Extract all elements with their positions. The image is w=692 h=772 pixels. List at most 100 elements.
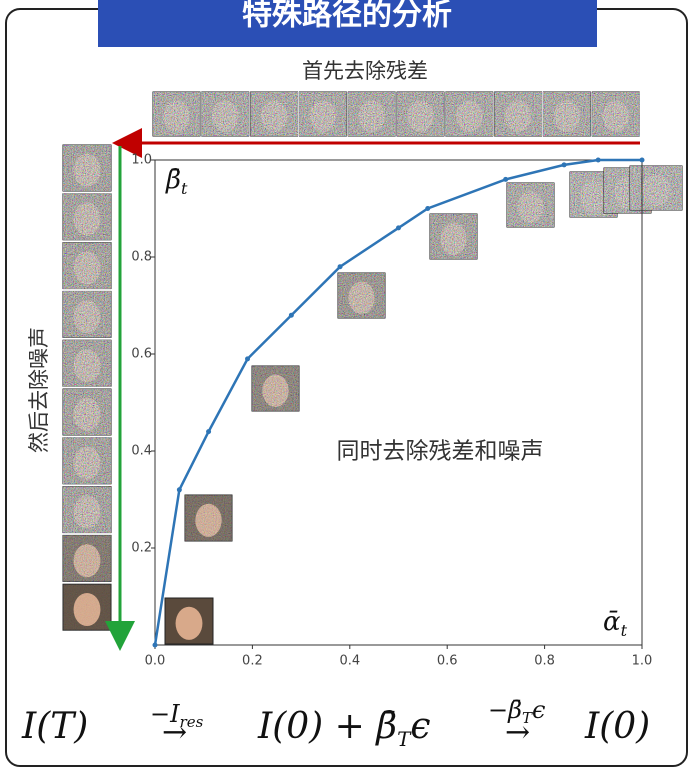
y-axis-label-sub: t [181, 179, 188, 198]
thumbnail [63, 535, 111, 581]
thumbnail [252, 366, 299, 411]
thumbnail [397, 92, 444, 136]
thumb-noise [63, 340, 111, 386]
formula-op2-eps: ϵ [532, 696, 545, 724]
thumbnail [63, 438, 111, 484]
thumbnail [299, 92, 346, 136]
thumb-noise [63, 438, 111, 484]
formula-arrow1: → [162, 715, 187, 750]
annotation: 同时去除残差和噪声 [337, 439, 544, 465]
thumb-noise [63, 487, 111, 533]
thumbnail [63, 243, 111, 289]
thumb-noise [63, 145, 111, 191]
thumbnail [507, 183, 554, 227]
data-point [396, 225, 401, 230]
data-point [503, 177, 508, 182]
thumb-noise [63, 389, 111, 435]
thumb-noise [63, 291, 111, 337]
thumb-noise [63, 535, 111, 581]
thumbnail [63, 584, 111, 630]
thumb-noise [63, 584, 111, 630]
data-point [153, 643, 158, 648]
thumb-noise [592, 92, 639, 136]
x-tick-label: 0.0 [145, 654, 166, 669]
data-point [338, 264, 343, 269]
thumb-noise [397, 92, 444, 136]
thumb-noise [630, 166, 682, 210]
formula-mid-eps: ϵ [410, 706, 430, 747]
thumbnail [202, 92, 249, 136]
thumbnail [63, 291, 111, 337]
thumbnail [630, 166, 682, 210]
thumb-noise [543, 92, 590, 136]
y-axis-label: β̄t [165, 165, 188, 198]
formula-arrow2: → [505, 715, 530, 750]
y-tick-label: 0.2 [131, 541, 152, 556]
thumbnail [63, 194, 111, 240]
data-point [177, 487, 182, 492]
thumb-noise [507, 183, 554, 227]
thumbnail [185, 495, 232, 541]
data-point [425, 206, 430, 211]
thumb-noise [185, 495, 232, 541]
data-point [245, 356, 250, 361]
plot-frame [155, 160, 642, 645]
formula: I(T) [21, 706, 88, 747]
data-point [206, 429, 211, 434]
y-tick-label: 0.6 [131, 347, 152, 362]
y-tick-label: 1.0 [131, 153, 152, 168]
data-line [155, 160, 642, 645]
thumb-noise [495, 92, 542, 136]
top-label: 首先去除残差 [302, 59, 428, 83]
thumbnail [592, 92, 639, 136]
x-axis-label-main: ᾱ [603, 607, 621, 637]
thumbnails [63, 92, 682, 644]
thumb-noise [252, 366, 299, 411]
thumbnail [63, 340, 111, 386]
thumbnail [63, 487, 111, 533]
x-tick-label: 0.8 [534, 654, 555, 669]
thumbnail [63, 145, 111, 191]
x-axis-label: ᾱt [603, 607, 628, 640]
thumb-noise [446, 92, 493, 136]
thumb-noise [63, 194, 111, 240]
thumbnail [348, 92, 395, 136]
formula-lhs: I(T) [21, 706, 88, 747]
thumb-noise [338, 273, 385, 318]
thumb-noise [251, 92, 298, 136]
y-tick-label: 0.8 [131, 250, 152, 265]
formula-mid-main: I(0) + β̄ [257, 706, 397, 747]
x-axis-label-sub: t [621, 621, 628, 640]
y-tick-label: 0.4 [131, 444, 152, 459]
data-point [596, 158, 601, 163]
x-tick-label: 0.4 [339, 654, 360, 669]
thumb-noise [348, 92, 395, 136]
data-point [640, 158, 645, 163]
data-point [289, 313, 294, 318]
formula-rhs: I(0) [584, 706, 650, 747]
thumb-noise [299, 92, 346, 136]
formula-mid: I(0) + β̄Tϵ [257, 706, 431, 751]
thumbnail [543, 92, 590, 136]
y-axis-label-main: β̄ [165, 165, 181, 195]
thumbnail [153, 92, 200, 136]
thumb-noise [202, 92, 249, 136]
thumbnail [63, 389, 111, 435]
x-tick-label: 0.6 [437, 654, 458, 669]
thumbnail [338, 273, 385, 318]
slide: 特殊路径的分析 首先去除残差 然后去除噪声 0.0 0.2 0.4 0.6 0.8 1.0… [0, 0, 692, 772]
thumbnail [251, 92, 298, 136]
x-tick-label: 1.0 [632, 654, 653, 669]
thumbnail [495, 92, 542, 136]
thumbnail [446, 92, 493, 136]
thumbnail [430, 214, 477, 259]
thumb-noise [153, 92, 200, 136]
thumbnail [165, 598, 213, 644]
data-point [562, 162, 567, 167]
x-tick-label: 0.2 [242, 654, 263, 669]
thumb-noise [430, 214, 477, 259]
title: 特殊路径的分析 [242, 0, 452, 33]
plot: 0.0 0.2 0.4 0.6 0.8 1.0 0.2 0.4 0.6 0.8 1.0 [131, 153, 652, 669]
thumb-noise [63, 243, 111, 289]
side-label: 然后去除噪声 [27, 327, 51, 453]
